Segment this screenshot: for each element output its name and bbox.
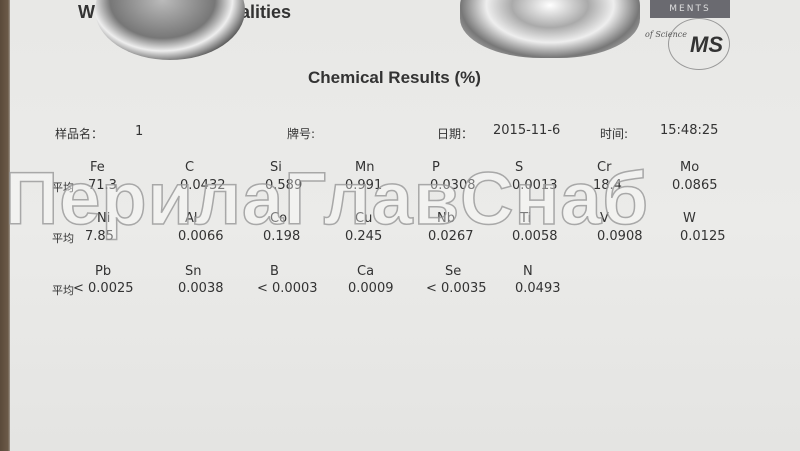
logo-banner: MENTS: [650, 0, 730, 18]
element-symbol: P: [432, 160, 440, 175]
element-symbol: Nb: [437, 211, 455, 226]
grade-label: 牌号:: [287, 127, 316, 141]
element-symbol: B: [270, 264, 279, 279]
element-symbol: W: [683, 211, 696, 226]
element-symbol: Al: [185, 211, 198, 226]
element-value: 7.85: [85, 229, 114, 244]
element-value: 0.0125: [680, 229, 726, 244]
element-value: 0.0013: [512, 178, 558, 193]
element-value: 0.0066: [178, 229, 224, 244]
element-value: < 0.0025: [73, 281, 134, 296]
element-value: 0.991: [345, 178, 383, 193]
element-symbol: C: [185, 160, 195, 175]
page-title: Chemical Results (%): [308, 68, 481, 87]
element-value: 0.589: [265, 178, 303, 193]
element-value: 0.198: [263, 229, 301, 244]
logo-science-text: of Science: [645, 30, 687, 39]
element-value: 18.4: [593, 178, 622, 193]
avg-label: 平均: [52, 232, 74, 245]
element-symbol: Ti: [520, 211, 532, 226]
element-value: 0.245: [345, 229, 383, 244]
logo-mark: MS: [690, 32, 723, 57]
avg-label: 平均: [52, 284, 74, 297]
element-value: 0.0865: [672, 178, 718, 193]
element-symbol: Ca: [357, 264, 375, 279]
element-value: 0.0267: [428, 229, 474, 244]
element-value: 0.0058: [512, 229, 558, 244]
element-symbol: Mo: [680, 160, 700, 175]
element-symbol: Sn: [185, 264, 202, 279]
element-value: 0.0308: [430, 178, 476, 193]
element-value: < 0.0003: [257, 281, 318, 296]
element-value: 0.0009: [348, 281, 394, 296]
avg-label: 平均: [52, 181, 74, 194]
element-symbol: Ni: [97, 211, 111, 226]
element-symbol: Co: [270, 211, 288, 226]
element-symbol: V: [600, 211, 609, 226]
element-value: < 0.0035: [426, 281, 487, 296]
date-label: 日期：: [437, 127, 474, 141]
element-value: 0.0432: [180, 178, 226, 193]
sample-label: 样品名：: [55, 127, 104, 141]
date-value: 2015-11-6: [493, 123, 561, 138]
element-symbol: Pb: [95, 264, 112, 279]
element-value: 0.0493: [515, 281, 561, 296]
logo-circle: [668, 18, 730, 70]
element-symbol: Fe: [90, 160, 105, 175]
element-symbol: Mn: [355, 160, 375, 175]
metal-sample-right: [460, 0, 640, 58]
time-value: 15:48:25: [660, 123, 719, 138]
element-symbol: Se: [445, 264, 462, 279]
element-symbol: Cr: [597, 160, 612, 175]
element-symbol: N: [523, 264, 533, 279]
paper-sheet: [10, 0, 800, 451]
element-symbol: S: [515, 160, 524, 175]
element-value: 0.0038: [178, 281, 224, 296]
element-symbol: Cu: [355, 211, 373, 226]
element-value: 0.0908: [597, 229, 643, 244]
element-symbol: Si: [270, 160, 282, 175]
sample-value: 1: [135, 124, 144, 139]
element-value: 71.3: [88, 178, 117, 193]
time-label: 时间:: [600, 127, 629, 141]
